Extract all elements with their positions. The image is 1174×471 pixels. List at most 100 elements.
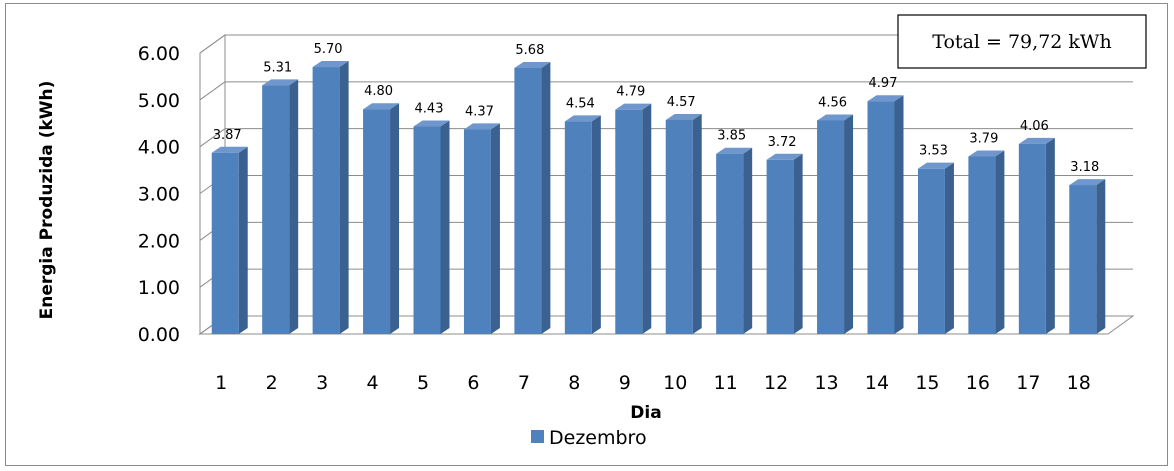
bar-side <box>642 103 652 334</box>
bar-side <box>440 120 450 334</box>
x-tick-label: 18 <box>1067 372 1091 394</box>
data-label: 3.18 <box>1070 160 1099 175</box>
bar-side <box>490 123 500 334</box>
bar-side <box>339 61 349 335</box>
data-label: 3.72 <box>768 135 797 150</box>
data-label: 3.53 <box>919 144 948 159</box>
y-tick-label: 1.00 <box>138 277 180 299</box>
bar <box>716 147 753 334</box>
bar-front <box>564 121 592 334</box>
y-tick-label: 5.00 <box>138 90 180 112</box>
bar-front <box>413 126 441 334</box>
data-label: 4.37 <box>465 104 494 119</box>
x-tick-label: 9 <box>619 372 631 394</box>
bar-side <box>1096 179 1106 334</box>
bar <box>363 103 400 334</box>
data-label: 4.97 <box>869 76 898 91</box>
data-label: 4.57 <box>667 95 696 110</box>
bar-top <box>716 147 753 154</box>
bar-front <box>867 101 895 334</box>
x-tick-label: 6 <box>467 372 479 394</box>
x-tick-label: 4 <box>367 372 379 394</box>
data-label: 3.87 <box>213 128 242 143</box>
bars <box>211 61 1106 335</box>
x-tick-label: 16 <box>966 372 990 394</box>
bar-front <box>514 67 542 334</box>
bar-side <box>743 147 753 334</box>
x-tick-label: 1 <box>215 372 227 394</box>
bar-side <box>238 146 248 334</box>
bar <box>463 123 500 334</box>
bar-top <box>968 150 1005 157</box>
bar-side <box>390 103 400 334</box>
bar-front <box>766 159 794 334</box>
bar-top <box>564 115 601 122</box>
bar-side <box>591 115 601 334</box>
bar-front <box>968 156 996 334</box>
gridline-depth <box>199 81 226 101</box>
data-labels: 3.87 5.31 5.70 4.80 4.43 4.37 5.68 4.54 4.79 4.57… <box>213 42 1100 175</box>
data-label: 4.06 <box>1020 119 1049 134</box>
gridline-depth <box>199 34 226 54</box>
bar-top <box>867 95 904 102</box>
x-tick-label: 10 <box>663 372 687 394</box>
data-label: 4.79 <box>616 85 645 100</box>
data-label: 5.31 <box>263 60 292 75</box>
bar-side <box>1045 137 1055 334</box>
bar-front <box>716 153 744 334</box>
bar <box>1069 179 1106 334</box>
bar-top <box>1069 179 1106 186</box>
bar-top <box>817 114 854 121</box>
total-annotation-text: Total = 79,72 kWh <box>932 31 1111 53</box>
bar <box>1018 137 1055 334</box>
bar-side <box>894 95 904 334</box>
bar <box>211 146 248 334</box>
x-tick-label: 12 <box>764 372 788 394</box>
bar-top <box>363 103 400 110</box>
legend-label-dezembro: Dezembro <box>549 427 647 449</box>
x-axis-title: Dia <box>630 403 661 423</box>
bar-front <box>262 85 290 334</box>
data-label: 4.54 <box>566 96 595 111</box>
y-tick-label: 6.00 <box>138 43 180 65</box>
data-label: 3.79 <box>969 132 998 147</box>
bar-side <box>793 153 803 334</box>
bar-top <box>312 61 349 68</box>
data-label: 5.68 <box>515 43 544 58</box>
bar-top <box>1018 137 1055 144</box>
x-tick-label: 13 <box>814 372 838 394</box>
bar-side <box>541 61 551 335</box>
data-label: 4.43 <box>415 102 444 117</box>
gridline-depth <box>199 128 226 148</box>
bar-front <box>211 152 239 334</box>
bar-front <box>463 129 491 334</box>
bar-side <box>289 79 299 334</box>
bar <box>564 115 601 334</box>
data-label: 3.85 <box>717 129 746 144</box>
x-tick-labels: 1 2 3 4 5 6 7 8 9 10 11 12 13 14 15 16 17 18 <box>215 372 1091 394</box>
bar-front <box>817 120 845 334</box>
data-label: 4.80 <box>364 84 393 99</box>
bar-front <box>917 168 945 334</box>
x-tick-label: 11 <box>714 372 738 394</box>
x-tick-label: 3 <box>316 372 328 394</box>
bar <box>665 113 702 334</box>
legend: Dezembro <box>531 427 647 449</box>
y-tick-labels: 0.00 1.00 2.00 3.00 4.00 5.00 6.00 <box>138 43 180 346</box>
bar-top <box>463 123 500 130</box>
bar-top <box>514 61 551 68</box>
bar <box>615 103 652 334</box>
x-tick-label: 5 <box>417 372 429 394</box>
bar-side <box>944 162 954 334</box>
bar-top <box>665 113 702 120</box>
bar-front <box>363 109 391 334</box>
bar <box>312 61 349 335</box>
bar-side <box>692 113 702 334</box>
x-tick-label: 2 <box>266 372 278 394</box>
bar-side <box>844 114 854 334</box>
bar <box>817 114 854 334</box>
bar-front <box>312 67 340 335</box>
bar-front <box>1018 143 1046 334</box>
bar-top <box>766 153 803 160</box>
